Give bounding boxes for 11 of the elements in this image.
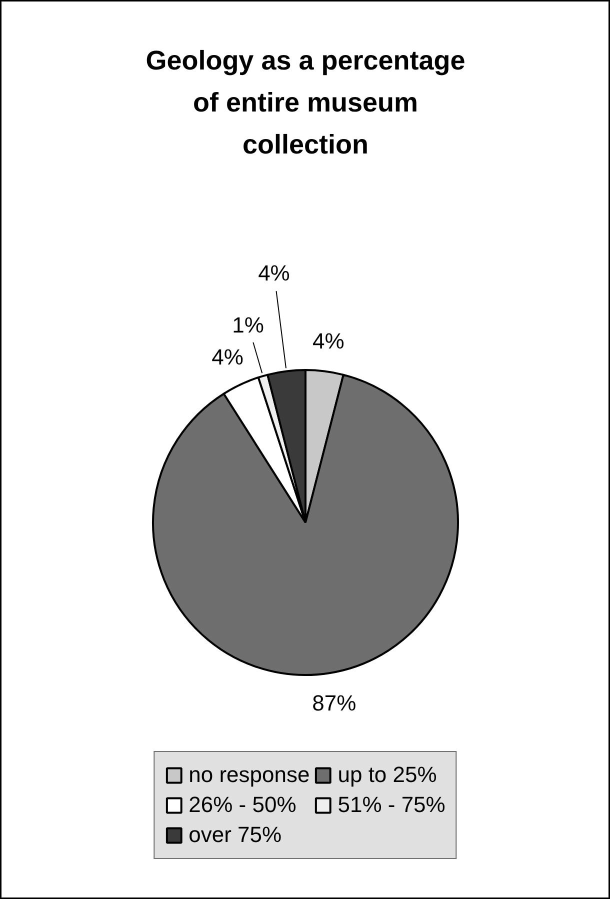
data-label: 87% xyxy=(312,690,356,716)
data-label: 4% xyxy=(312,328,344,354)
data-label: 4% xyxy=(258,260,290,286)
data-label: 4% xyxy=(212,344,244,370)
legend-label: no response xyxy=(188,762,310,788)
chart-title: Geology as a percentage of entire museum collection xyxy=(146,46,466,160)
legend-label: 26% - 50% xyxy=(188,792,296,818)
legend-label: over 75% xyxy=(188,822,282,848)
legend-label: up to 25% xyxy=(338,762,437,788)
data-label: 1% xyxy=(232,312,264,338)
legend-label: 51% - 75% xyxy=(338,792,446,818)
